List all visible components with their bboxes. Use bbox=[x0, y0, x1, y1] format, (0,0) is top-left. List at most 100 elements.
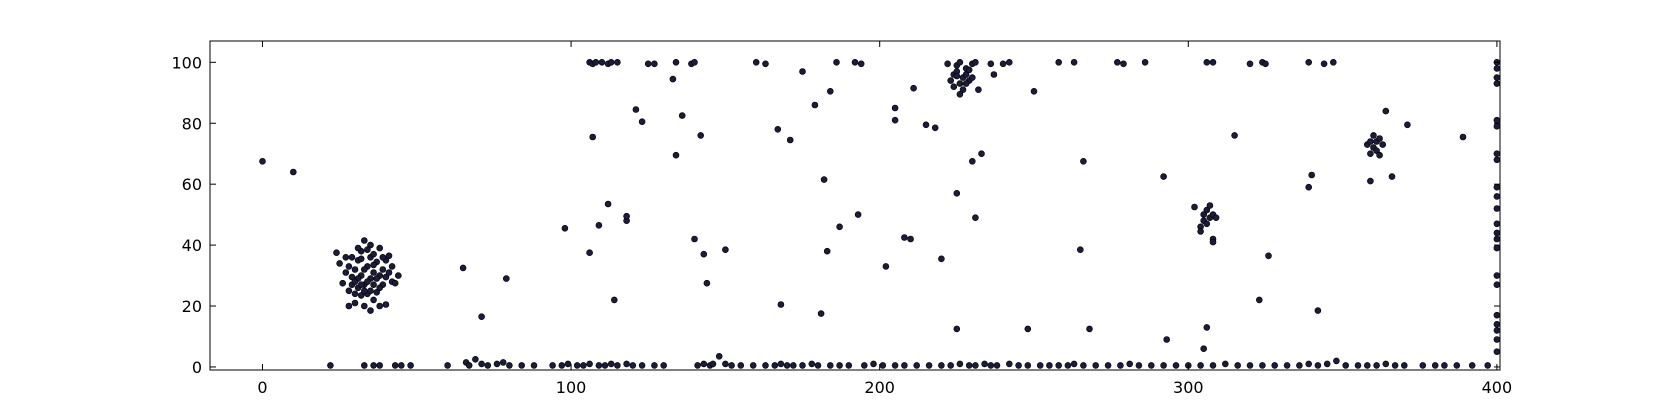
data-point bbox=[978, 150, 985, 157]
data-point bbox=[1493, 156, 1501, 164]
data-point bbox=[836, 223, 843, 231]
data-point bbox=[397, 362, 405, 369]
data-point bbox=[956, 91, 964, 98]
data-point bbox=[1246, 60, 1254, 68]
data-point bbox=[990, 71, 998, 78]
points-layer bbox=[259, 58, 1501, 369]
data-point bbox=[1493, 183, 1501, 191]
data-point bbox=[601, 362, 609, 369]
data-point bbox=[953, 72, 961, 80]
data-point bbox=[632, 106, 640, 113]
data-point bbox=[1493, 193, 1501, 200]
data-point bbox=[1373, 362, 1380, 369]
x-tick-label: 300 bbox=[1173, 378, 1204, 397]
ticks-layer: 0 100 200 300 400 0 20 40 60 80 100 bbox=[171, 41, 1512, 397]
data-point bbox=[820, 176, 828, 183]
data-point bbox=[823, 247, 831, 255]
data-point bbox=[965, 66, 973, 74]
data-point bbox=[459, 264, 467, 272]
data-point bbox=[691, 235, 698, 243]
data-point bbox=[493, 360, 501, 368]
data-point bbox=[1005, 58, 1013, 66]
data-point bbox=[826, 362, 834, 369]
x-tick-label: 200 bbox=[864, 378, 895, 397]
data-point bbox=[1354, 362, 1362, 369]
data-point bbox=[1308, 171, 1315, 179]
data-point bbox=[672, 151, 680, 159]
data-point bbox=[357, 255, 365, 263]
data-point bbox=[907, 235, 914, 243]
data-point bbox=[879, 362, 887, 369]
data-point bbox=[564, 360, 572, 368]
data-point bbox=[1141, 58, 1149, 66]
data-point bbox=[860, 362, 868, 369]
data-point bbox=[1030, 88, 1038, 95]
data-point bbox=[1493, 336, 1501, 343]
data-point bbox=[604, 200, 612, 208]
data-point bbox=[345, 263, 353, 270]
data-point bbox=[558, 362, 566, 369]
data-point bbox=[506, 362, 513, 369]
data-point bbox=[953, 190, 961, 197]
y-tick-label: 0 bbox=[192, 358, 202, 377]
data-point bbox=[370, 250, 377, 258]
data-point bbox=[623, 360, 630, 368]
data-point bbox=[786, 136, 794, 144]
data-point bbox=[376, 302, 384, 310]
data-point bbox=[1376, 151, 1383, 159]
data-point bbox=[774, 126, 782, 133]
data-point bbox=[364, 246, 371, 253]
data-point bbox=[1148, 362, 1155, 369]
data-point bbox=[1104, 362, 1112, 369]
y-tick-label: 100 bbox=[171, 53, 202, 72]
data-point bbox=[891, 116, 899, 124]
data-point bbox=[348, 253, 356, 261]
data-point bbox=[1388, 173, 1396, 180]
data-point bbox=[1283, 362, 1291, 369]
data-point bbox=[607, 58, 615, 66]
data-point bbox=[999, 60, 1007, 68]
data-point bbox=[660, 362, 668, 369]
data-point bbox=[376, 284, 384, 292]
data-point bbox=[614, 362, 621, 369]
data-point bbox=[1055, 362, 1062, 369]
data-point bbox=[357, 281, 365, 289]
data-point bbox=[762, 60, 769, 68]
data-point bbox=[391, 279, 399, 287]
data-point bbox=[1197, 228, 1204, 235]
y-tick-label: 80 bbox=[182, 114, 202, 133]
data-point bbox=[1212, 214, 1220, 221]
data-point bbox=[598, 58, 606, 66]
data-point bbox=[370, 362, 377, 369]
data-point bbox=[1367, 177, 1374, 185]
data-point bbox=[1234, 362, 1241, 369]
data-point bbox=[561, 225, 569, 232]
data-point bbox=[394, 272, 402, 279]
data-point bbox=[1493, 311, 1501, 319]
data-point bbox=[700, 250, 708, 258]
data-point bbox=[975, 86, 982, 93]
data-point bbox=[465, 362, 473, 369]
data-point bbox=[1391, 362, 1399, 369]
data-point bbox=[530, 362, 538, 369]
data-point bbox=[614, 58, 621, 66]
data-point bbox=[817, 310, 825, 317]
data-point bbox=[336, 260, 343, 267]
y-tick-label: 60 bbox=[182, 175, 202, 194]
x-tick-label: 400 bbox=[1482, 378, 1513, 397]
data-point bbox=[502, 275, 510, 282]
data-point bbox=[959, 86, 967, 93]
y-tick-label: 40 bbox=[182, 236, 202, 255]
data-point bbox=[931, 124, 939, 132]
data-point bbox=[327, 362, 334, 369]
data-point bbox=[580, 362, 587, 369]
data-point bbox=[351, 278, 359, 286]
data-point bbox=[472, 355, 479, 363]
data-point bbox=[367, 287, 374, 295]
data-point bbox=[629, 362, 637, 369]
data-point bbox=[1493, 74, 1501, 81]
data-point bbox=[962, 80, 970, 87]
data-point bbox=[1160, 173, 1167, 180]
data-point bbox=[944, 60, 951, 68]
data-point bbox=[1203, 324, 1211, 331]
